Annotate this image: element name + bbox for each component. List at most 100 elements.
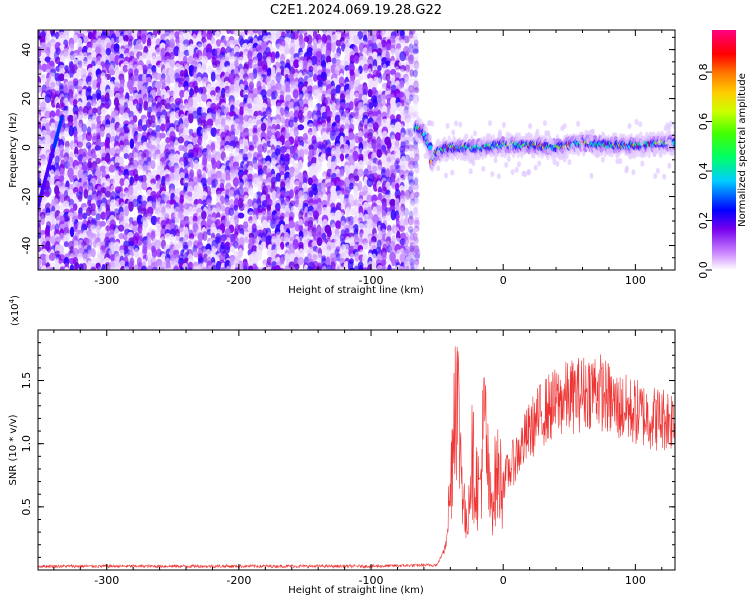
spectrogram-noise-cell: [73, 153, 79, 160]
spectrogram-noise-cell: [77, 213, 84, 220]
spectrogram-noise-cell: [412, 160, 419, 169]
spectrogram-noise-cell: [405, 64, 411, 73]
spectrogram-noise-cell: [405, 128, 411, 136]
spectrogram-noise-cell: [187, 266, 193, 270]
spectrogram-noise-cell: [99, 220, 106, 227]
spectrogram-noise-cell: [400, 114, 406, 123]
spectrogram-noise-cell: [403, 136, 410, 145]
spectrogram-noise-cell: [220, 266, 227, 270]
spectrogram-noise-cell: [41, 158, 47, 166]
spectrogram-noise-cell: [82, 35, 89, 44]
chart-title: C2E1.2024.069.19.28.G22: [270, 3, 442, 18]
spectrogram-noise-cell: [313, 64, 318, 75]
spectrogram-noise-cell: [252, 127, 258, 135]
spectrogram-noise-cell: [408, 210, 414, 220]
spectrogram-noise-cell: [279, 267, 285, 270]
spectrogram-noise-cell: [265, 266, 272, 270]
spectrogram-noise-cell: [266, 34, 273, 43]
spectrogram-noise-cell: [306, 265, 314, 270]
spectrogram-noise-cell: [104, 102, 110, 110]
spectrogram-noise-cell: [408, 160, 415, 170]
spectrogram-noise-cell: [81, 123, 88, 133]
spectrogram-noise-cell: [293, 127, 299, 138]
spectrogram-noise-cell: [48, 252, 56, 262]
spectrogram-noise-cell: [123, 152, 129, 160]
spectrogram-noise-cell: [132, 198, 139, 208]
spectrogram-noise-cell: [404, 196, 410, 203]
spectrogram-noise-cell: [414, 252, 420, 262]
spectrogram-noise-cell: [141, 227, 147, 236]
spectrogram-noise-cell: [150, 215, 158, 226]
spectrogram-noise-cell: [127, 100, 134, 112]
spectrogram-noise-cell: [73, 117, 78, 129]
spectrogram-noise-cell: [413, 63, 419, 74]
spectrogram-noise-cell: [155, 125, 162, 132]
spectrogram-noise-cell: [225, 118, 231, 127]
spectrogram-noise-cell: [308, 168, 314, 179]
spectrogram-noise-cell: [202, 231, 208, 242]
spectrogram-noise-cell: [155, 182, 161, 191]
spectrogram-noise-cell: [196, 146, 203, 158]
spectrogram-noise-cell: [151, 38, 157, 49]
spectrogram-faint-cell: [624, 137, 629, 144]
spectrogram-noise-cell: [59, 232, 65, 241]
spectrogram-noise-cell: [293, 116, 298, 123]
spectrogram-noise-cell: [205, 199, 212, 206]
spectrogram-streak-cell: [32, 218, 36, 224]
spectrogram-noise-cell: [363, 242, 369, 250]
spectrogram-noise-cell: [187, 55, 194, 65]
spectrogram-noise-cell: [412, 232, 418, 242]
spectrogram-noise-cell: [413, 146, 420, 153]
spectrogram-noise-cell: [404, 30, 410, 41]
spectrogram-noise-cell: [114, 228, 120, 239]
spectrogram-noise-cell: [155, 73, 163, 80]
spectrogram-noise-cell: [262, 142, 268, 153]
spectrogram-noise-cell: [409, 248, 415, 259]
spectrogram-noise-cell: [49, 178, 55, 186]
spectrogram-noise-cell: [248, 186, 254, 197]
spectrogram-noise-cell: [409, 69, 414, 77]
spectrogram-noise-cell: [225, 172, 231, 183]
spectrogram-noise-cell: [414, 153, 420, 162]
spectrogram-noise-cell: [248, 144, 255, 152]
spectrogram-noise-cell: [408, 139, 416, 149]
spectrogram-noise-cell: [253, 265, 260, 270]
spectrogram-noise-cell: [408, 38, 414, 48]
spectrogram-noise-cell: [150, 114, 156, 124]
spectrogram-noise-cell: [133, 264, 139, 270]
spectrogram-noise-cell: [285, 84, 291, 95]
spectrogram-noise-cell: [119, 178, 125, 187]
spectrogram-noise-cell: [109, 90, 115, 98]
spectrogram-noise-cell: [292, 30, 299, 40]
spectrogram-noise-cell: [228, 145, 234, 153]
spectrogram-noise-cell: [310, 55, 318, 66]
spectrogram-noise-cell: [380, 266, 388, 270]
spectrogram-noise-cell: [409, 48, 416, 57]
spectrogram-noise-cell: [368, 110, 374, 119]
spectrogram-noise-cell: [45, 215, 53, 224]
spectrogram-noise-cell: [306, 34, 313, 45]
spectrogram-noise-cell: [123, 266, 130, 270]
spectrogram-noise-cell: [398, 207, 405, 218]
spectrogram-noise-cell: [298, 224, 304, 232]
spectrogram-noise-cell: [101, 263, 106, 270]
spectrogram-noise-cell: [408, 157, 415, 165]
spectrogram-noise-cell: [385, 168, 391, 180]
spectrogram-noise-cell: [145, 118, 152, 128]
spectrogram-noise-cell: [320, 182, 327, 189]
spectrogram-noise-cell: [403, 101, 410, 111]
spectrogram-noise-cell: [118, 232, 124, 240]
spectrogram-noise-cell: [394, 152, 401, 161]
spectrogram-noise-cell: [233, 30, 239, 37]
spectrogram-noise-cell: [219, 30, 226, 35]
spectrogram-noise-cell: [405, 132, 411, 141]
spectrogram-noise-cell: [404, 43, 410, 51]
spectrogram-noise-cell: [325, 256, 331, 268]
spectrogram-noise-cell: [409, 245, 415, 253]
spectrogram-noise-cell: [289, 253, 295, 261]
spectrogram-noise-cell: [403, 240, 410, 250]
spectrogram-noise-cell: [353, 55, 360, 64]
spectrogram-noise-cell: [214, 30, 221, 38]
spectrogram-noise-cell: [110, 266, 116, 270]
spectrogram-noise-cell: [105, 47, 112, 56]
